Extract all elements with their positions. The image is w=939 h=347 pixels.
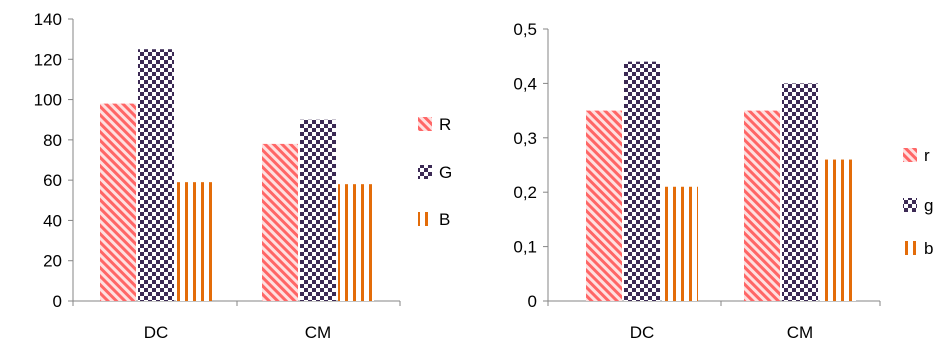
bar-b-DC xyxy=(662,186,698,301)
x-tick-label: CM xyxy=(787,323,813,342)
bar-r-DC xyxy=(586,110,622,301)
y-tick-label: 0,3 xyxy=(513,129,537,148)
y-tick-label: 0,5 xyxy=(513,20,537,39)
legend-swatch-B xyxy=(418,212,432,226)
y-tick-label: 0,4 xyxy=(513,74,537,93)
legend-label-G: G xyxy=(439,163,452,182)
x-tick-label: DC xyxy=(144,323,169,342)
x-tick-label: DC xyxy=(630,323,655,342)
legend-label-g: g xyxy=(924,196,933,215)
y-tick-label: 0 xyxy=(53,292,62,311)
legend-swatch-G xyxy=(418,165,432,179)
y-tick-label: 0 xyxy=(528,292,537,311)
bar-g-CM xyxy=(782,83,818,302)
legend-label-r: r xyxy=(924,146,930,165)
y-tick-label: 100 xyxy=(34,91,62,110)
chart-rgb-chromaticity: 0 0,1 0,2 0,3 0,4 0,5 DC CM r g b xyxy=(513,20,933,342)
legend-swatch-g xyxy=(903,198,917,212)
bar-B-CM xyxy=(338,184,374,301)
legend-swatch-r xyxy=(903,148,917,162)
bar-R-CM xyxy=(262,143,298,301)
bar-r-CM xyxy=(744,110,780,301)
legend-label-R: R xyxy=(439,115,451,134)
y-tick-label: 80 xyxy=(43,131,62,150)
y-tick-label: 140 xyxy=(34,10,62,29)
y-tick-label: 120 xyxy=(34,50,62,69)
chart-rgb-values: 0 20 40 60 80 100 120 140 DC CM R G B xyxy=(34,10,453,342)
bar-R-DC xyxy=(100,103,136,301)
y-tick-label: 60 xyxy=(43,171,62,190)
y-tick-label: 20 xyxy=(43,252,62,271)
legend-label-B: B xyxy=(439,210,450,229)
y-tick-label: 0,2 xyxy=(513,183,537,202)
bar-G-CM xyxy=(300,119,336,301)
legend-label-b: b xyxy=(924,239,933,258)
bar-B-DC xyxy=(176,182,212,301)
x-tick-label: CM xyxy=(305,323,331,342)
legend-swatch-b xyxy=(903,241,917,255)
bar-g-DC xyxy=(624,61,660,301)
bar-b-CM xyxy=(820,159,856,301)
legend-swatch-R xyxy=(418,117,432,131)
y-tick-label: 0,1 xyxy=(513,238,537,257)
y-tick-label: 40 xyxy=(43,211,62,230)
bar-G-DC xyxy=(138,49,174,301)
